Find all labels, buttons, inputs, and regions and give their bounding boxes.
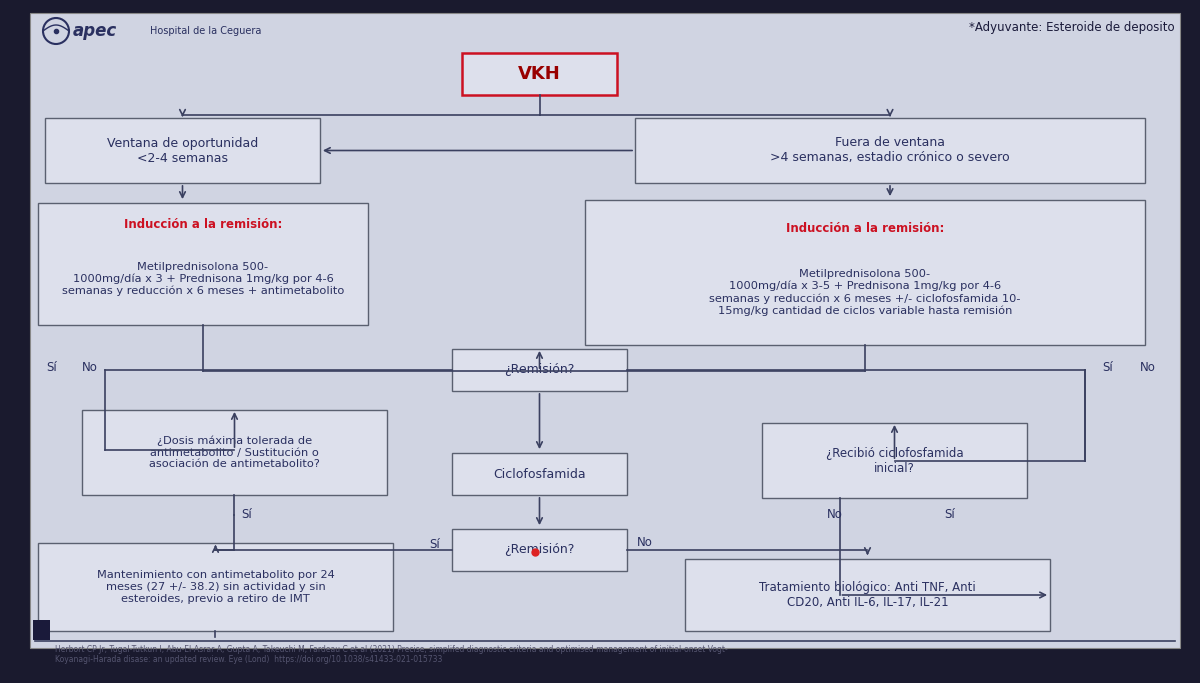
FancyBboxPatch shape xyxy=(38,543,394,631)
FancyBboxPatch shape xyxy=(30,13,1180,648)
Text: Hospital de la Ceguera: Hospital de la Ceguera xyxy=(150,26,262,36)
Text: No: No xyxy=(82,361,98,374)
Text: ¿Dosis máxima tolerada de
antimetabolito / Sustitución o
asociación de antimetab: ¿Dosis máxima tolerada de antimetabolito… xyxy=(149,436,320,469)
Text: Ciclofosfamida: Ciclofosfamida xyxy=(493,467,586,481)
Text: No: No xyxy=(637,535,653,548)
FancyBboxPatch shape xyxy=(462,53,617,95)
Text: Inducción a la remisión:: Inducción a la remisión: xyxy=(124,219,282,232)
FancyBboxPatch shape xyxy=(635,118,1145,183)
FancyBboxPatch shape xyxy=(34,620,50,640)
FancyBboxPatch shape xyxy=(82,410,386,495)
FancyBboxPatch shape xyxy=(46,118,320,183)
FancyBboxPatch shape xyxy=(38,203,368,325)
Text: Ventana de oportunidad
<2-4 semanas: Ventana de oportunidad <2-4 semanas xyxy=(107,137,258,165)
Text: Fuera de ventana
>4 semanas, estadio crónico o severo: Fuera de ventana >4 semanas, estadio cró… xyxy=(770,137,1010,165)
Text: ¿Recibió ciclofosfamida
inicial?: ¿Recibió ciclofosfamida inicial? xyxy=(826,447,964,475)
Text: *Adyuvante: Esteroide de deposito: *Adyuvante: Esteroide de deposito xyxy=(970,21,1175,35)
Text: Sí: Sí xyxy=(1103,361,1114,374)
FancyBboxPatch shape xyxy=(452,349,628,391)
FancyBboxPatch shape xyxy=(762,423,1027,498)
Text: Tratamiento biológico: Anti TNF, Anti
CD20, Anti IL-6, IL-17, IL-21: Tratamiento biológico: Anti TNF, Anti CD… xyxy=(760,581,976,609)
Text: Herbort CP Jr, Tugal-Tutkun I, Abu-El-Asrar A, Gupta A, Takeuchi M, Fardeau C et: Herbort CP Jr, Tugal-Tutkun I, Abu-El-As… xyxy=(55,645,727,665)
Text: Mantenimiento con antimetabolito por 24
meses (27 +/- 38.2) sin actividad y sin
: Mantenimiento con antimetabolito por 24 … xyxy=(97,570,335,604)
Text: Metilprednisolona 500-
1000mg/día x 3 + Prednisona 1mg/kg por 4-6
semanas y redu: Metilprednisolona 500- 1000mg/día x 3 + … xyxy=(62,262,344,296)
Text: No: No xyxy=(1140,361,1156,374)
Text: Sí: Sí xyxy=(241,509,252,522)
FancyBboxPatch shape xyxy=(452,529,628,571)
FancyBboxPatch shape xyxy=(586,200,1145,345)
Text: ¿Remisión?: ¿Remisión? xyxy=(504,544,575,557)
FancyBboxPatch shape xyxy=(452,453,628,495)
Text: apec: apec xyxy=(73,22,118,40)
Text: Sí: Sí xyxy=(47,361,58,374)
Text: Metilprednisolona 500-
1000mg/día x 3-5 + Prednisona 1mg/kg por 4-6
semanas y re: Metilprednisolona 500- 1000mg/día x 3-5 … xyxy=(709,269,1021,316)
Text: ¿Remisión?: ¿Remisión? xyxy=(504,363,575,376)
FancyBboxPatch shape xyxy=(685,559,1050,631)
Text: No: No xyxy=(827,509,842,522)
Text: Inducción a la remisión:: Inducción a la remisión: xyxy=(786,221,944,234)
Text: Sí: Sí xyxy=(944,509,955,522)
Text: VKH: VKH xyxy=(518,65,560,83)
Text: Sí: Sí xyxy=(430,538,440,550)
